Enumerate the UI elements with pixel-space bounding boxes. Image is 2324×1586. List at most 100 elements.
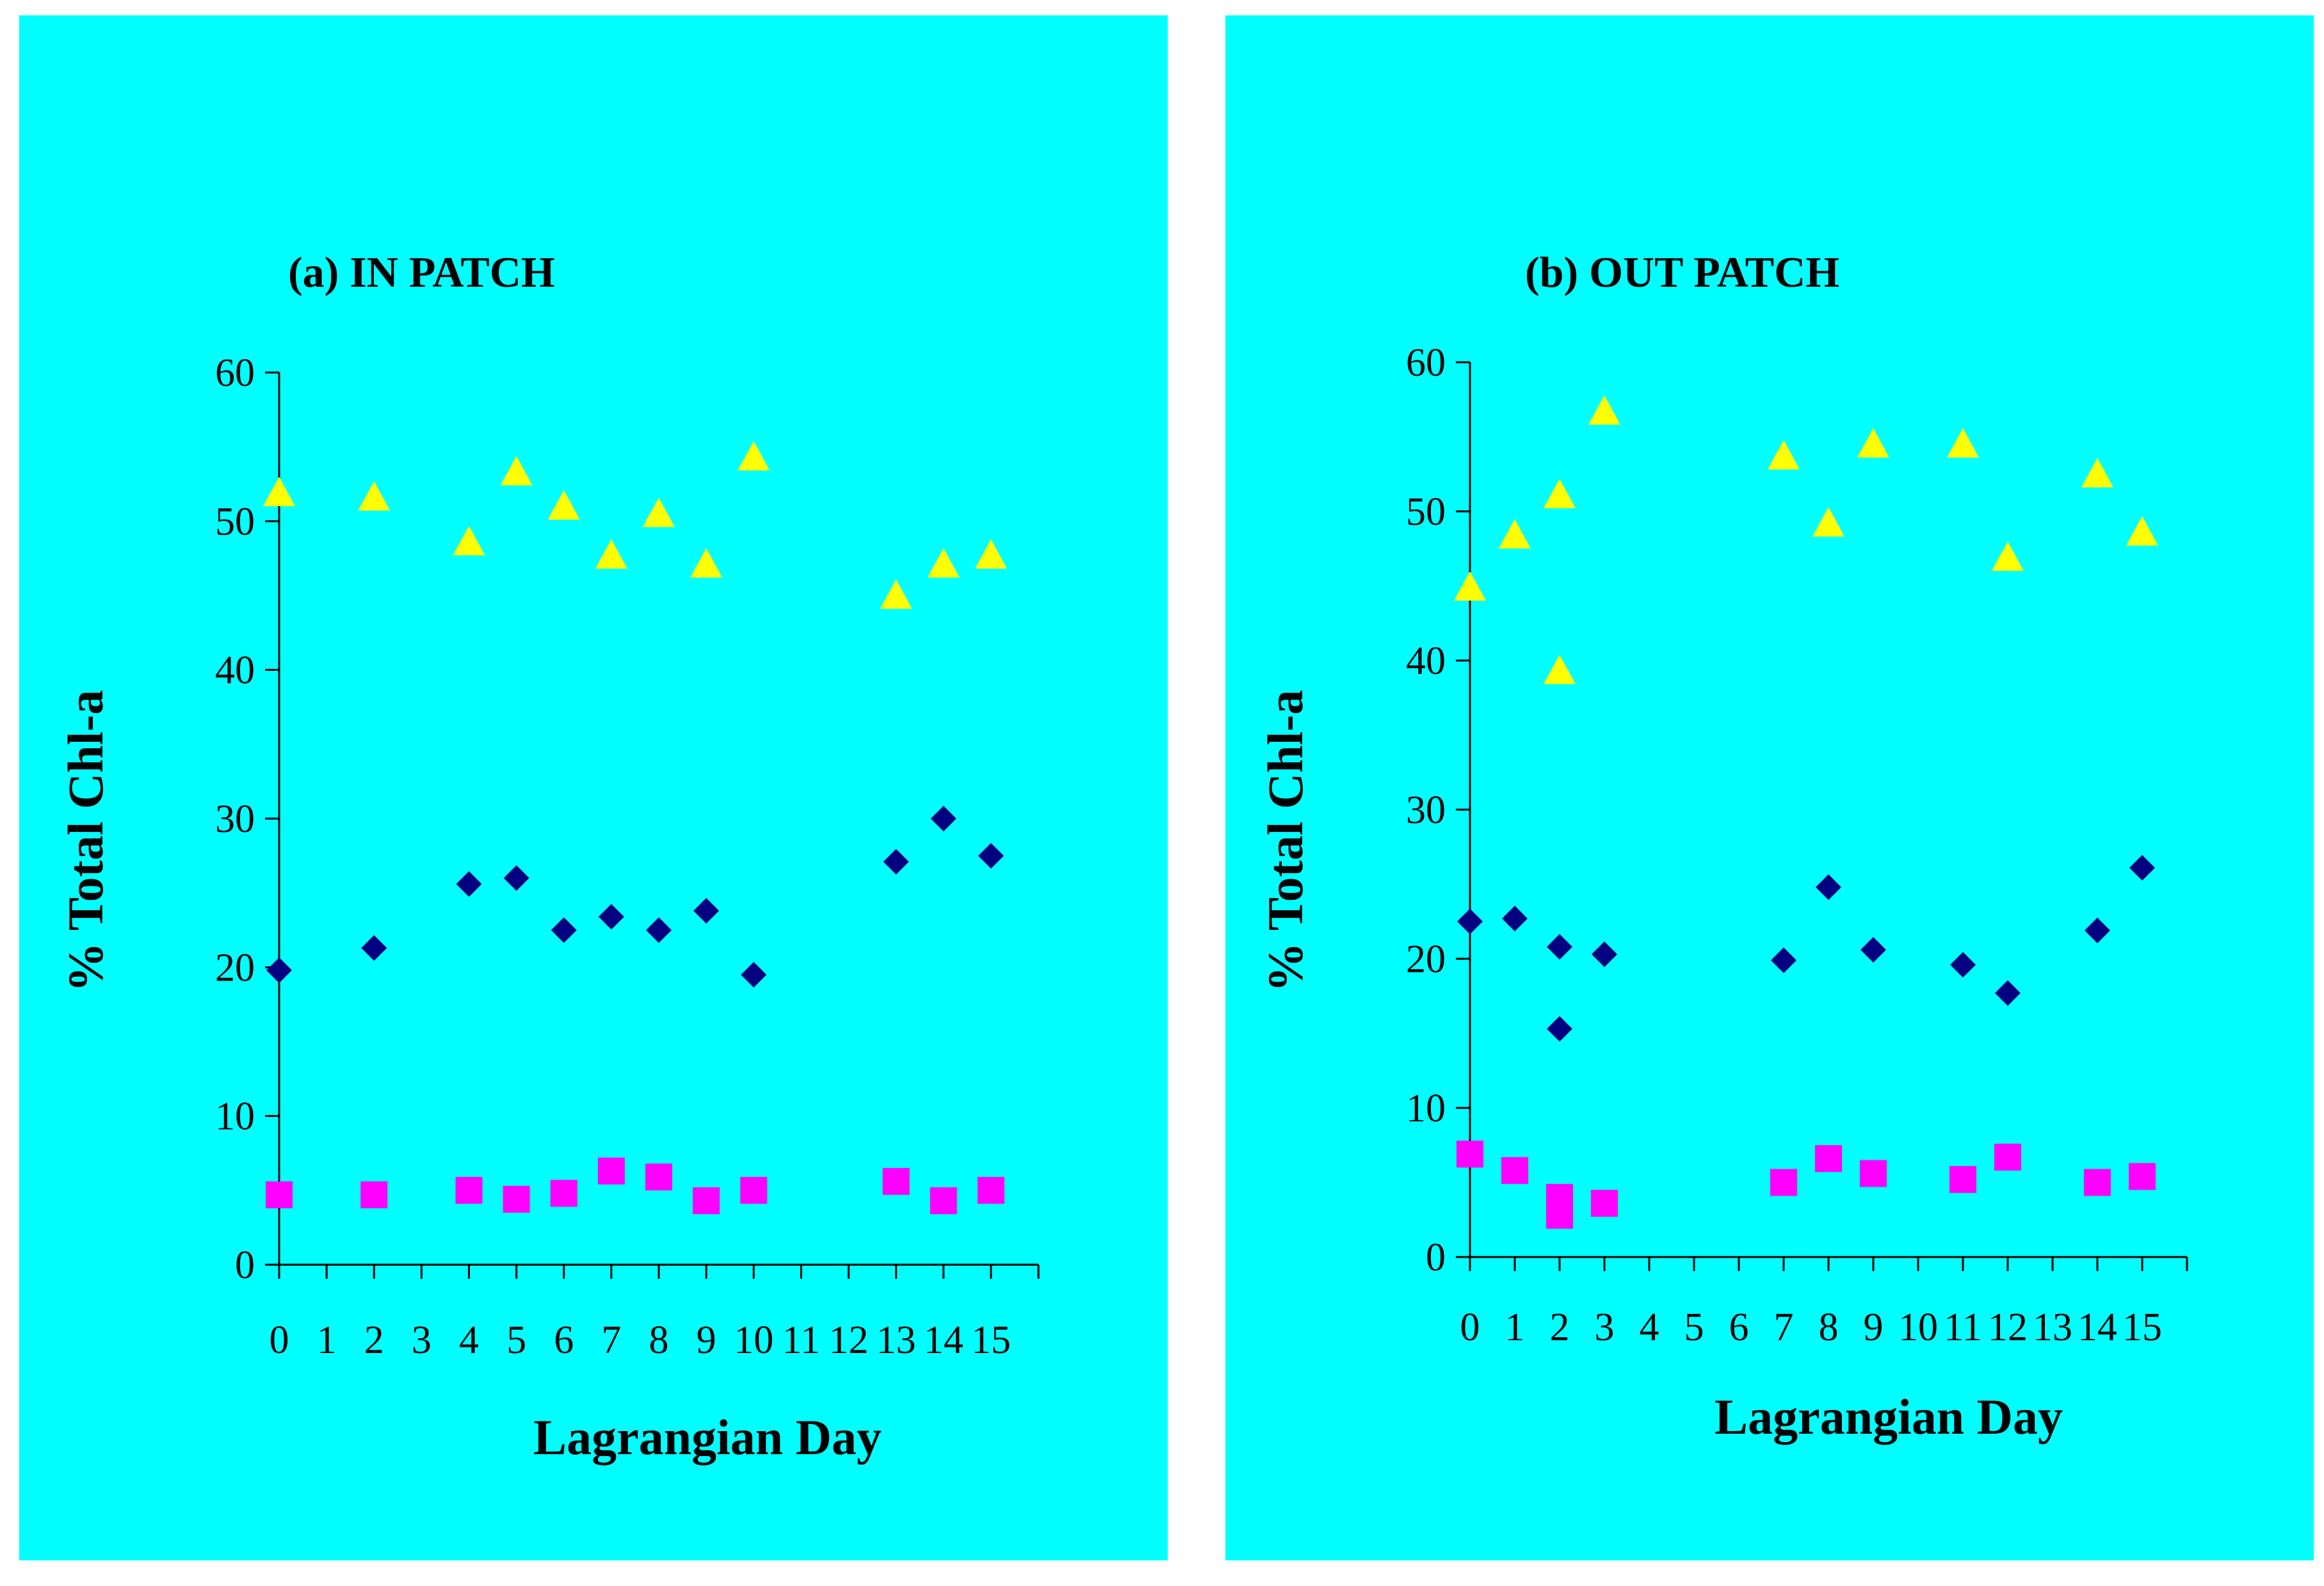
data-point-triangle	[690, 548, 723, 578]
chart-panel-out-patch: (b) OUT PATCH Lagrangian Day % Total Chl…	[1225, 15, 2314, 1560]
data-point-square	[2084, 1169, 2111, 1196]
data-point-triangle	[738, 441, 770, 471]
x-tick-label: 6	[1729, 1306, 1749, 1349]
data-point-triangle	[453, 525, 485, 556]
data-point-triangle	[643, 497, 675, 527]
data-point-triangle	[1454, 571, 1486, 601]
x-tick-label: 15	[971, 1318, 1011, 1362]
x-tick-label: 0	[1460, 1306, 1480, 1349]
data-point-diamond	[1592, 941, 1617, 968]
x-tick-label: 5	[1684, 1306, 1704, 1349]
data-point-triangle	[1544, 655, 1576, 685]
data-point-triangle	[500, 456, 533, 486]
y-tick-label: 60	[215, 351, 255, 395]
x-axis-label: Lagrangian Day	[533, 1409, 882, 1465]
data-point-triangle	[974, 539, 1007, 569]
x-tick-label: 14	[924, 1318, 964, 1362]
data-point-square	[1815, 1145, 1842, 1173]
x-tick-label: 13	[876, 1318, 916, 1362]
y-tick-label: 40	[1406, 639, 1446, 683]
x-tick-label: 11	[782, 1318, 821, 1362]
x-tick-label: 9	[1864, 1306, 1884, 1349]
x-tick-label: 14	[2078, 1306, 2117, 1349]
y-axis-label: % Total Chl-a	[58, 690, 113, 992]
x-tick-label: 10	[1898, 1306, 1938, 1349]
x-tick-label: 8	[1819, 1306, 1839, 1349]
data-point-triangle	[1812, 507, 1844, 537]
x-tick-label: 13	[2033, 1306, 2072, 1349]
data-point-diamond	[930, 806, 956, 831]
data-point-triangle	[880, 579, 912, 609]
x-tick-label: 5	[506, 1318, 526, 1362]
data-point-triangle	[1544, 479, 1576, 509]
data-point-square	[360, 1181, 388, 1208]
x-tick-label: 1	[1505, 1306, 1525, 1349]
data-point-triangle	[547, 490, 580, 520]
data-point-diamond	[598, 904, 624, 930]
y-tick-label: 30	[215, 797, 255, 841]
data-point-triangle	[1992, 541, 2024, 571]
y-axis-label: % Total Chl-a	[1257, 690, 1313, 992]
data-point-square	[1860, 1160, 1887, 1187]
chart-svg-in-patch: (a) IN PATCH Lagrangian Day % Total Chl-…	[58, 248, 1040, 1465]
x-tick-label: 15	[2122, 1306, 2162, 1349]
chart-title: (b) OUT PATCH	[1525, 248, 1839, 296]
data-point-diamond	[646, 917, 672, 943]
data-point-square	[503, 1185, 530, 1213]
data-point-diamond	[503, 865, 529, 891]
data-point-square	[597, 1157, 625, 1185]
x-tick-label: 8	[649, 1318, 669, 1362]
data-point-triangle	[595, 539, 627, 569]
data-point-diamond	[1771, 947, 1796, 973]
data-point-diamond	[266, 957, 292, 983]
data-point-triangle	[927, 548, 960, 578]
x-tick-label: 4	[1640, 1306, 1659, 1349]
data-point-triangle	[1947, 428, 1979, 458]
data-point-square	[455, 1176, 483, 1204]
data-point-diamond	[1502, 906, 1528, 932]
data-point-square	[1949, 1165, 1976, 1193]
data-point-triangle	[1857, 428, 1889, 458]
data-point-diamond	[551, 917, 577, 943]
x-tick-label: 2	[364, 1318, 384, 1362]
data-point-triangle	[263, 476, 295, 506]
data-point-square	[1457, 1141, 1483, 1168]
data-point-diamond	[978, 843, 1004, 869]
data-point-square	[1994, 1143, 2021, 1171]
data-point-diamond	[361, 935, 387, 961]
data-point-square	[266, 1181, 293, 1208]
y-tick-label: 50	[215, 500, 255, 543]
data-point-square	[1591, 1190, 1618, 1217]
x-tick-label: 6	[554, 1318, 574, 1362]
data-point-diamond	[1816, 874, 1841, 901]
data-point-diamond	[2085, 917, 2110, 943]
x-tick-label: 12	[1988, 1306, 2028, 1349]
x-tick-label: 3	[412, 1318, 432, 1362]
data-point-triangle	[2126, 516, 2158, 546]
data-point-square	[977, 1176, 1005, 1204]
data-point-square	[2129, 1163, 2156, 1190]
data-point-diamond	[1547, 1016, 1572, 1042]
data-point-square	[882, 1167, 910, 1195]
data-point-diamond	[456, 871, 482, 897]
y-tick-label: 20	[215, 946, 255, 989]
y-tick-label: 50	[1406, 490, 1446, 534]
data-point-square	[693, 1187, 720, 1215]
data-point-square	[645, 1163, 672, 1190]
chart-svg-out-patch: (b) OUT PATCH Lagrangian Day % Total Chl…	[1257, 248, 2188, 1445]
data-point-square	[1770, 1169, 1797, 1196]
x-tick-label: 3	[1595, 1306, 1615, 1349]
data-point-diamond	[1860, 937, 1886, 963]
y-tick-label: 30	[1406, 789, 1446, 832]
y-tick-label: 0	[1426, 1236, 1446, 1279]
x-tick-label: 4	[459, 1318, 479, 1362]
data-point-diamond	[741, 961, 767, 988]
x-axis-label: Lagrangian Day	[1715, 1389, 2063, 1445]
y-tick-label: 20	[1406, 938, 1446, 981]
data-point-diamond	[2129, 854, 2155, 881]
y-tick-label: 10	[215, 1095, 255, 1139]
data-point-square	[930, 1187, 957, 1215]
x-tick-label: 1	[317, 1318, 337, 1362]
data-point-square	[1501, 1157, 1528, 1184]
data-point-triangle	[1768, 440, 1800, 470]
